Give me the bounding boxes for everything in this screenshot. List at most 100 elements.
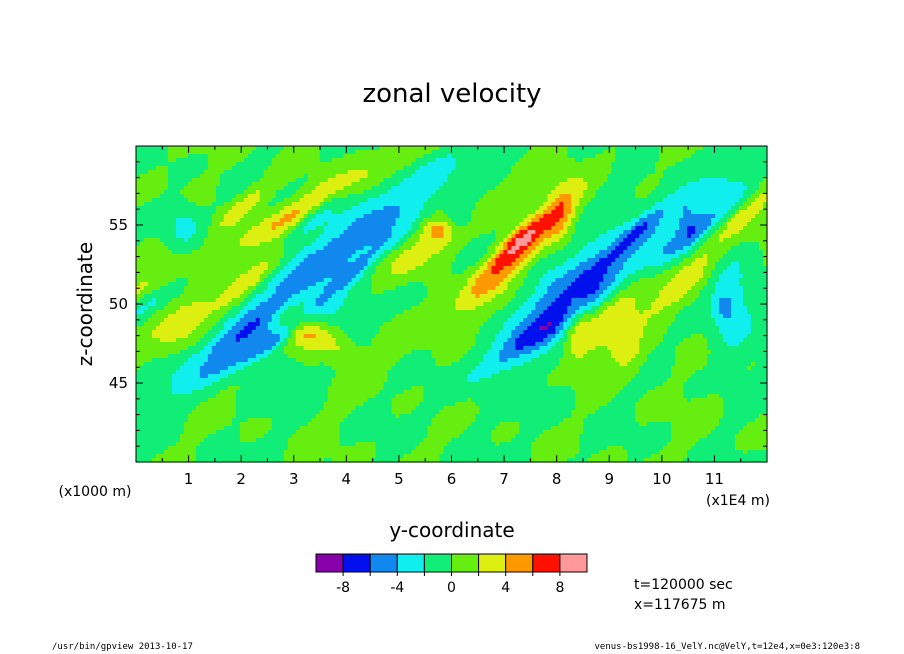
- field-cell: [639, 154, 644, 159]
- field-cell: [207, 190, 213, 195]
- field-cell: [687, 198, 692, 203]
- field-cell: [207, 166, 213, 171]
- field-cell: [155, 198, 161, 203]
- field-cell: [403, 250, 409, 255]
- field-cell: [311, 218, 317, 223]
- field-cell: [723, 190, 728, 195]
- field-cell: [367, 222, 373, 227]
- field-cell: [515, 254, 520, 259]
- field-cell: [467, 206, 473, 211]
- field-cell: [687, 246, 692, 251]
- field-cell: [359, 146, 365, 151]
- field-cell: [243, 194, 249, 199]
- field-cell: [715, 158, 720, 163]
- field-cell: [399, 246, 405, 251]
- field-cell: [159, 190, 165, 195]
- field-cell: [659, 202, 664, 207]
- field-cell: [731, 182, 736, 187]
- field-cell: [731, 222, 736, 227]
- field-cell: [191, 218, 197, 223]
- field-cell: [207, 266, 213, 271]
- field-cell: [147, 202, 153, 207]
- field-cell: [411, 154, 417, 159]
- field-cell: [735, 158, 740, 163]
- field-cell: [551, 214, 556, 219]
- field-cell: [603, 182, 608, 187]
- field-cell: [419, 186, 425, 191]
- field-cell: [459, 190, 465, 195]
- field-cell: [167, 186, 173, 191]
- field-cell: [251, 202, 257, 207]
- field-cell: [515, 162, 520, 167]
- field-cell: [583, 226, 588, 231]
- field-cell: [651, 258, 656, 263]
- field-cell: [207, 178, 213, 183]
- field-cell: [539, 154, 544, 159]
- field-cell: [387, 234, 393, 239]
- field-cell: [719, 202, 724, 207]
- field-cell: [175, 242, 181, 247]
- field-cell: [719, 162, 724, 167]
- field-cell: [631, 218, 636, 223]
- field-cell: [735, 162, 740, 167]
- field-cell: [627, 150, 632, 155]
- field-cell: [307, 198, 313, 203]
- field-cell: [191, 230, 197, 235]
- field-cell: [147, 270, 153, 275]
- field-cell: [139, 174, 145, 179]
- field-cell: [515, 250, 520, 255]
- field-cell: [459, 254, 465, 259]
- field-cell: [403, 222, 409, 227]
- field-cell: [163, 174, 169, 179]
- field-cell: [299, 226, 305, 231]
- field-cell: [195, 242, 201, 247]
- field-cell: [136, 222, 141, 227]
- field-cell: [295, 266, 301, 271]
- field-cell: [163, 238, 169, 243]
- field-cell: [407, 158, 413, 163]
- field-cell: [371, 186, 377, 191]
- field-cell: [215, 202, 221, 207]
- field-cell: [255, 250, 261, 255]
- field-cell: [243, 178, 249, 183]
- field-cell: [711, 226, 716, 231]
- field-cell: [383, 206, 389, 211]
- field-cell: [259, 190, 265, 195]
- field-cell: [435, 250, 441, 255]
- field-cell: [563, 266, 568, 271]
- field-cell: [147, 266, 153, 271]
- field-cell: [483, 154, 489, 159]
- field-cell: [415, 242, 421, 247]
- field-cell: [679, 222, 684, 227]
- field-cell: [655, 186, 660, 191]
- field-cell: [535, 226, 540, 231]
- field-cell: [587, 186, 592, 191]
- field-cell: [539, 238, 544, 243]
- field-cell: [235, 222, 241, 227]
- field-cell: [215, 218, 221, 223]
- field-cell: [459, 210, 465, 215]
- field-cell: [563, 214, 568, 219]
- field-cell: [519, 214, 524, 219]
- field-cell: [363, 270, 369, 275]
- field-cell: [163, 178, 169, 183]
- field-cell: [455, 234, 461, 239]
- field-cell: [471, 178, 477, 183]
- field-cell: [483, 242, 489, 247]
- field-cell: [343, 174, 349, 179]
- field-cell: [615, 206, 620, 211]
- field-cell: [283, 230, 289, 235]
- field-cell: [619, 206, 624, 211]
- field-cell: [307, 174, 313, 179]
- field-cell: [487, 262, 493, 267]
- field-cell: [403, 238, 409, 243]
- field-cell: [175, 210, 181, 215]
- field-cell: [263, 194, 269, 199]
- field-cell: [351, 158, 357, 163]
- field-cell: [291, 262, 297, 267]
- field-cell: [439, 182, 445, 187]
- field-cell: [631, 222, 636, 227]
- field-cell: [507, 166, 512, 171]
- field-cell: [631, 154, 636, 159]
- field-cell: [615, 158, 620, 163]
